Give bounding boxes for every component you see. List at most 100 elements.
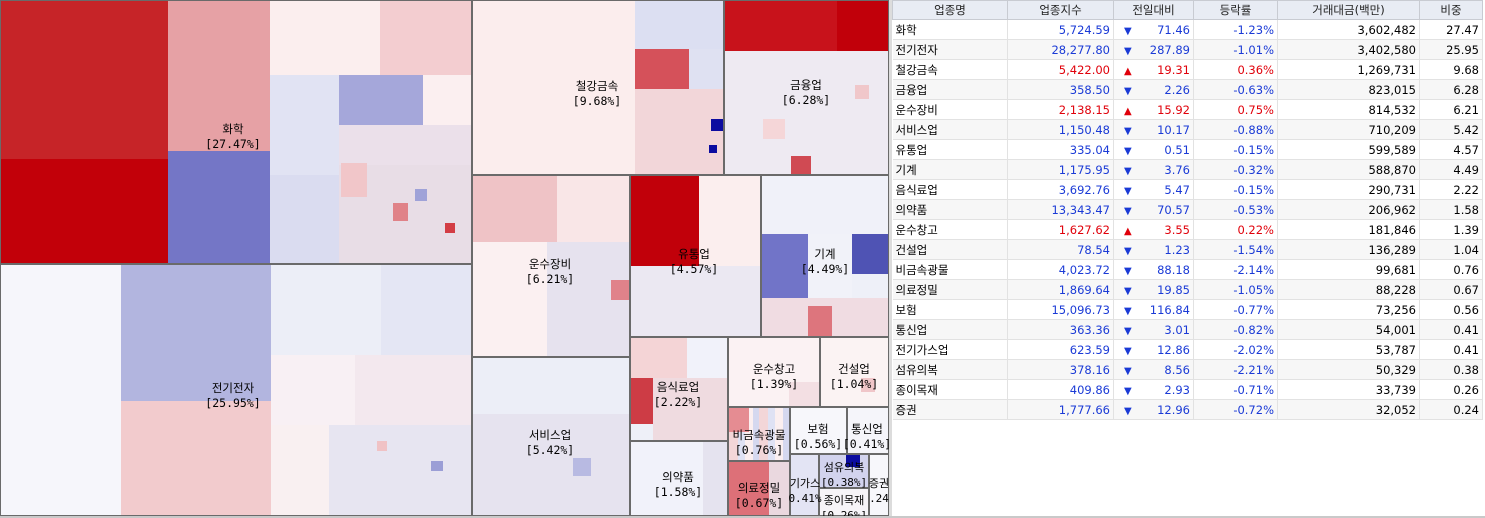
column-header-name[interactable]: 업종명 (892, 0, 1008, 20)
treemap-tile[interactable] (270, 175, 339, 263)
column-header-rate[interactable]: 등락률 (1193, 0, 1278, 20)
treemap-sector-telecom[interactable] (847, 407, 889, 454)
table-row[interactable]: 종이목재 409.86 ▼ 2.93 -0.71% 33,739 0.26 (892, 379, 1483, 400)
treemap-sector-insurance[interactable] (790, 407, 847, 454)
treemap-tile[interactable] (1, 159, 168, 263)
treemap-tile[interactable] (473, 242, 547, 356)
table-row[interactable]: 통신업 363.36 ▼ 3.01 -0.82% 54,001 0.41 (892, 319, 1483, 340)
treemap-tile[interactable] (339, 75, 423, 125)
table-row[interactable]: 비금속광물 4,023.72 ▼ 88.18 -2.14% 99,681 0.76 (892, 259, 1483, 280)
treemap-tile[interactable] (769, 462, 789, 515)
treemap-tile[interactable] (729, 408, 749, 432)
treemap-tile[interactable] (846, 455, 860, 467)
treemap-tile[interactable] (611, 280, 629, 300)
treemap-tile[interactable] (631, 378, 653, 424)
treemap-sector-machinery[interactable] (761, 175, 889, 337)
treemap-sector-warehouse[interactable] (728, 337, 820, 407)
treemap-tile[interactable] (341, 163, 367, 197)
table-row[interactable]: 섬유의복 378.16 ▼ 8.56 -2.21% 50,329 0.38 (892, 359, 1483, 380)
treemap-tile[interactable] (377, 441, 387, 451)
treemap-tile[interactable] (271, 425, 329, 515)
treemap-tile[interactable] (1, 1, 168, 159)
treemap-sector-steel[interactable] (472, 0, 724, 175)
treemap-tile[interactable] (121, 265, 271, 401)
treemap-tile[interactable] (631, 442, 703, 515)
treemap-tile[interactable] (703, 442, 727, 515)
treemap-tile[interactable] (415, 189, 427, 201)
table-row[interactable]: 화학 5,724.59 ▼ 71.46 -1.23% 3,602,482 27.47 (892, 19, 1483, 40)
treemap-tile[interactable] (557, 176, 629, 242)
treemap-tile[interactable] (445, 223, 455, 233)
treemap-tile[interactable] (423, 75, 471, 125)
treemap-tile[interactable] (763, 119, 785, 139)
treemap-sector-food[interactable] (630, 337, 728, 441)
treemap-tile[interactable] (393, 203, 408, 221)
treemap-tile[interactable] (852, 234, 888, 274)
treemap-tile[interactable] (473, 1, 635, 174)
treemap-tile[interactable] (355, 355, 471, 425)
horizontal-scrollbar[interactable] (0, 516, 1485, 518)
treemap-tile[interactable] (870, 455, 888, 515)
treemap-tile[interactable] (848, 408, 888, 453)
table-row[interactable]: 전기가스업 623.59 ▼ 12.86 -2.02% 53,787 0.41 (892, 339, 1483, 360)
treemap-tile[interactable] (653, 378, 727, 440)
treemap-sector-finance[interactable] (724, 0, 889, 175)
treemap-sector-transport-equipment[interactable] (472, 175, 630, 357)
treemap-sector-chemical[interactable] (0, 0, 472, 264)
treemap-tile[interactable] (635, 1, 723, 49)
treemap-tile[interactable] (573, 458, 591, 476)
treemap-tile[interactable] (168, 151, 270, 263)
treemap-tile[interactable] (381, 265, 471, 355)
column-header-change[interactable]: 전일대비 (1113, 0, 1194, 20)
treemap-sector-utilities[interactable] (790, 454, 819, 516)
table-row[interactable]: 운수장비 2,138.15 ▲ 15.92 0.75% 814,532 6.21 (892, 99, 1483, 120)
treemap-tile[interactable] (729, 462, 769, 515)
treemap-tile[interactable] (329, 425, 471, 515)
treemap-tile[interactable] (270, 1, 380, 75)
table-row[interactable]: 보험 15,096.73 ▼ 116.84 -0.77% 73,256 0.56 (892, 299, 1483, 320)
treemap-tile[interactable] (808, 306, 832, 336)
treemap-tile[interactable] (861, 378, 875, 392)
table-row[interactable]: 서비스업 1,150.48 ▼ 10.17 -0.88% 710,209 5.42 (892, 119, 1483, 140)
treemap-tile[interactable] (789, 382, 819, 406)
treemap-tile[interactable] (635, 89, 723, 174)
table-row[interactable]: 의약품 13,343.47 ▼ 70.57 -0.53% 206,962 1.58 (892, 199, 1483, 220)
treemap-tile[interactable] (271, 265, 381, 355)
table-row[interactable]: 건설업 78.54 ▼ 1.23 -1.54% 136,289 1.04 (892, 239, 1483, 260)
treemap-tile[interactable] (699, 176, 760, 266)
treemap-tile[interactable] (762, 176, 888, 234)
panel-divider[interactable] (889, 0, 892, 516)
treemap-tile[interactable] (631, 176, 699, 266)
treemap-tile[interactable] (711, 119, 723, 131)
table-row[interactable]: 철강금속 5,422.00 ▲ 19.31 0.36% 1,269,731 9.68 (892, 59, 1483, 80)
treemap-tile[interactable] (270, 75, 339, 175)
treemap-tile[interactable] (855, 85, 869, 99)
treemap-sector-medical[interactable] (728, 461, 790, 516)
treemap-tile[interactable] (635, 49, 689, 89)
table-row[interactable]: 기계 1,175.95 ▼ 3.76 -0.32% 588,870 4.49 (892, 159, 1483, 180)
treemap-tile[interactable] (168, 1, 270, 151)
treemap-tile[interactable] (689, 49, 723, 89)
table-row[interactable]: 전기전자 28,277.80 ▼ 287.89 -1.01% 3,402,580 25.95 (892, 39, 1483, 60)
treemap-tile[interactable] (631, 266, 760, 336)
table-row[interactable]: 금융업 358.50 ▼ 2.26 -0.63% 823,015 6.28 (892, 79, 1483, 100)
table-row[interactable]: 유통업 335.04 ▼ 0.51 -0.15% 599,589 4.57 (892, 139, 1483, 160)
treemap-tile[interactable] (821, 338, 888, 406)
treemap-tile[interactable] (791, 408, 846, 453)
treemap-tile[interactable] (687, 338, 727, 378)
treemap-tile[interactable] (725, 1, 837, 51)
treemap-sector-construction[interactable] (820, 337, 889, 407)
column-header-index[interactable]: 업종지수 (1007, 0, 1114, 20)
treemap-sector-distribution[interactable] (630, 175, 761, 337)
treemap-tile[interactable] (762, 234, 808, 298)
treemap-tile[interactable] (820, 455, 868, 487)
treemap-sector-nonmetal[interactable] (728, 407, 790, 461)
treemap-tile[interactable] (121, 401, 271, 515)
treemap-sector-electronics[interactable] (0, 264, 472, 516)
treemap-tile[interactable] (631, 338, 687, 378)
treemap-tile[interactable] (791, 455, 818, 515)
table-row[interactable]: 음식료업 3,692.76 ▼ 5.47 -0.15% 290,731 2.22 (892, 179, 1483, 200)
column-header-amount[interactable]: 거래대금(백만) (1277, 0, 1420, 20)
treemap-sector-textile[interactable] (819, 454, 869, 488)
table-row[interactable]: 운수창고 1,627.62 ▲ 3.55 0.22% 181,846 1.39 (892, 219, 1483, 240)
